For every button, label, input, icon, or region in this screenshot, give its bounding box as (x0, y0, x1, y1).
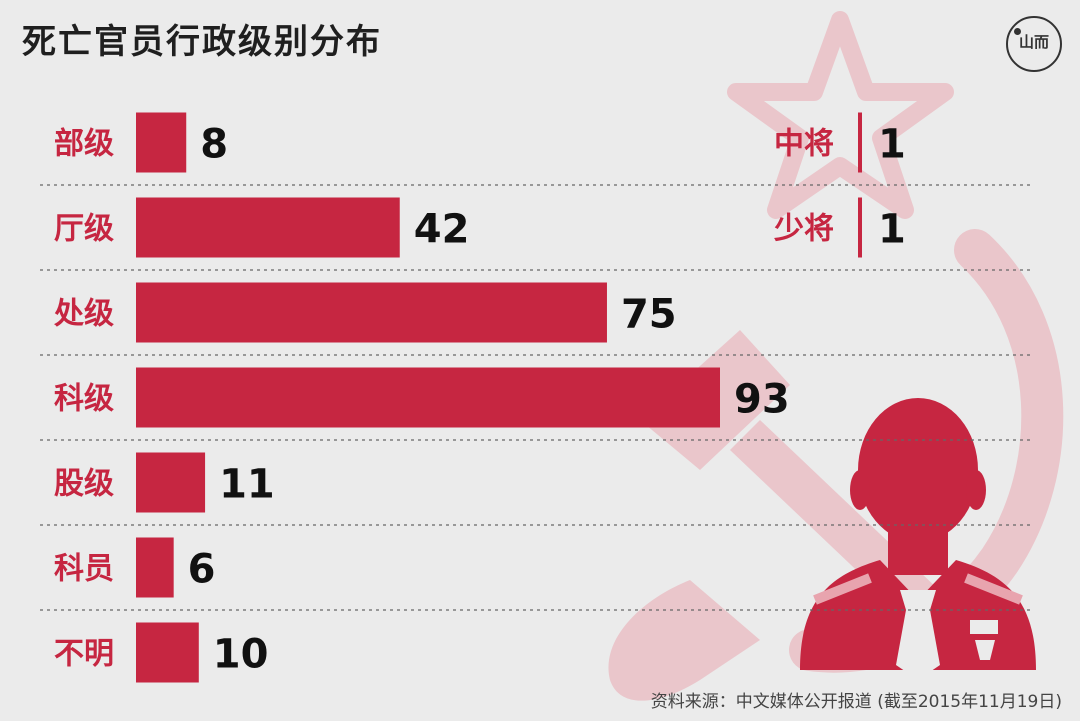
officer-silhouette-icon (800, 398, 1036, 680)
bar (136, 452, 206, 513)
side-label: 少将 (774, 212, 834, 247)
chart-title: 死亡官员行政级别分布 (22, 22, 382, 62)
value-label: 10 (213, 632, 269, 678)
value-label: 75 (621, 292, 677, 338)
side-label: 中将 (774, 127, 834, 162)
bar (136, 112, 187, 173)
bar (136, 282, 607, 343)
category-label: 科员 (54, 552, 114, 587)
category-label: 厅级 (54, 212, 114, 247)
bar (136, 197, 400, 258)
value-label: 6 (188, 547, 216, 593)
bar (136, 537, 174, 598)
logo-dot (1014, 28, 1021, 35)
side-value: 1 (878, 207, 906, 253)
value-label: 8 (200, 122, 228, 168)
star-icon (727, 11, 954, 219)
bar (136, 367, 720, 428)
category-label: 股级 (54, 467, 114, 502)
source-note: 资料来源：中文媒体公开报道 (截至2015年11月19日) (650, 692, 1062, 712)
side-value: 1 (878, 122, 906, 168)
category-label: 科级 (54, 382, 114, 417)
category-label: 不明 (54, 637, 114, 672)
bar (136, 622, 199, 683)
category-label: 部级 (54, 127, 114, 162)
value-label: 93 (734, 377, 790, 423)
category-label: 处级 (53, 297, 114, 332)
logo-text: 山而 (1018, 33, 1049, 51)
value-label: 42 (414, 207, 470, 253)
value-label: 11 (219, 462, 275, 508)
sickle-handle (608, 580, 760, 701)
thepaper-logo-icon: 山而 (1006, 16, 1062, 72)
